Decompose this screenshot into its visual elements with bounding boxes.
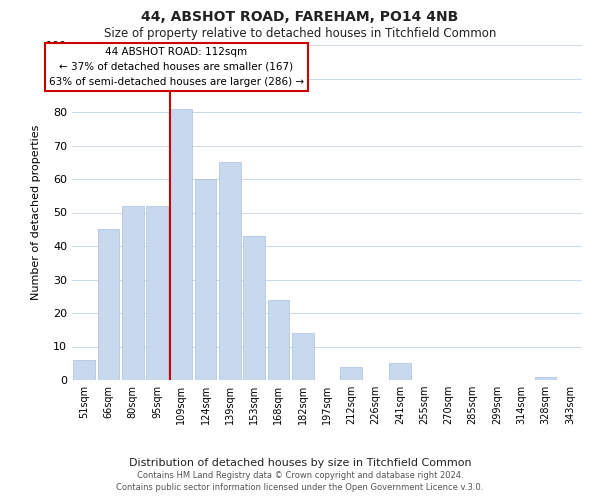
Bar	[73, 360, 95, 380]
Bar	[97, 229, 119, 380]
Bar	[146, 206, 168, 380]
Bar	[243, 236, 265, 380]
Bar	[219, 162, 241, 380]
Bar	[292, 333, 314, 380]
Bar	[389, 363, 411, 380]
Text: 44 ABSHOT ROAD: 112sqm
← 37% of detached houses are smaller (167)
63% of semi-de: 44 ABSHOT ROAD: 112sqm ← 37% of detached…	[49, 47, 304, 86]
Text: Contains HM Land Registry data © Crown copyright and database right 2024.
Contai: Contains HM Land Registry data © Crown c…	[116, 471, 484, 492]
Text: Distribution of detached houses by size in Titchfield Common: Distribution of detached houses by size …	[128, 458, 472, 468]
Text: Size of property relative to detached houses in Titchfield Common: Size of property relative to detached ho…	[104, 28, 496, 40]
Bar	[194, 179, 217, 380]
Bar	[535, 376, 556, 380]
Y-axis label: Number of detached properties: Number of detached properties	[31, 125, 41, 300]
Text: 44, ABSHOT ROAD, FAREHAM, PO14 4NB: 44, ABSHOT ROAD, FAREHAM, PO14 4NB	[142, 10, 458, 24]
Bar	[170, 108, 192, 380]
Bar	[268, 300, 289, 380]
Bar	[340, 366, 362, 380]
Bar	[122, 206, 143, 380]
